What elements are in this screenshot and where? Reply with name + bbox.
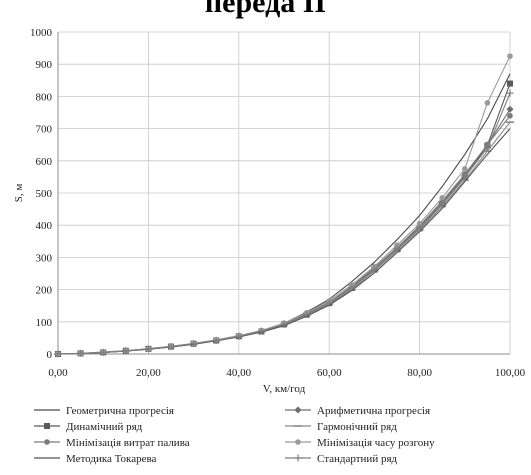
data-point — [506, 105, 514, 113]
data-point — [394, 242, 400, 248]
y-tick-label: 700 — [36, 124, 53, 136]
legend-label: Динамічний ряд — [66, 421, 143, 433]
data-point — [416, 220, 423, 227]
data-point — [325, 299, 333, 307]
data-point — [393, 245, 401, 253]
data-point — [122, 347, 130, 355]
legend-marker — [44, 439, 50, 445]
y-tick-label: 900 — [36, 59, 53, 71]
legend-marker — [294, 406, 302, 414]
legend-label: Мінімізація витрат палива — [66, 437, 190, 449]
x-tick-label: 80,00 — [407, 367, 432, 379]
data-point — [235, 332, 243, 340]
data-point — [461, 173, 469, 181]
data-point — [462, 166, 468, 172]
legend-label: Арифметична прогресія — [317, 405, 430, 417]
data-point — [416, 224, 424, 232]
y-tick-label: 800 — [36, 91, 53, 103]
data-point — [507, 80, 513, 87]
x-axis-label: V, км/год — [263, 383, 306, 395]
y-tick-label: 400 — [36, 220, 53, 232]
y-tick-label: 100 — [36, 317, 53, 329]
y-tick-label: 1000 — [30, 27, 53, 39]
y-tick-label: 0 — [47, 349, 53, 361]
data-point — [167, 343, 175, 351]
legend-entry: Мінімізація часу розгону — [285, 437, 435, 449]
data-point — [484, 100, 491, 106]
legend-entry: Гармонічний ряд — [285, 421, 397, 433]
legend-entry: Динамічний ряд — [34, 421, 143, 433]
legend-label: Геометрична прогресія — [66, 405, 174, 417]
data-point — [483, 144, 491, 152]
legend-marker — [44, 423, 50, 429]
grid-lines — [57, 31, 511, 355]
legend-marker — [294, 454, 302, 462]
y-axis-label: S, м — [13, 184, 25, 203]
data-point — [144, 345, 152, 353]
legend: Геометрична прогресія Арифметична прогрес… — [34, 405, 435, 465]
data-point — [54, 350, 62, 358]
data-point — [348, 284, 356, 292]
legend-label: Гармонічний ряд — [317, 421, 397, 433]
data-point — [280, 320, 288, 328]
x-tick-label: 0,00 — [48, 367, 68, 379]
legend-label: Методика Токарева — [66, 453, 157, 465]
data-point — [370, 266, 378, 274]
data-point — [507, 53, 513, 59]
data-point — [506, 89, 514, 97]
data-point — [303, 310, 311, 318]
data-point — [99, 348, 107, 356]
y-tick-label: 300 — [36, 252, 53, 264]
chart-title: переда ІІ — [204, 0, 327, 19]
legend-entry: Методика Токарева — [34, 453, 157, 465]
data-point — [257, 327, 265, 335]
legend-entry: Стандартний ряд — [285, 453, 398, 465]
x-tick-label: 60,00 — [317, 367, 342, 379]
axes — [57, 32, 510, 355]
data-point — [439, 195, 446, 201]
tick-labels: 0 100 200 300 400 500 600 700 800 900 1000 0,00 20,0… — [30, 27, 526, 379]
series-layer — [54, 53, 514, 358]
legend-entry: Геометрична прогресія — [34, 405, 174, 417]
x-tick-label: 100,00 — [495, 367, 526, 379]
legend-entry: Мінімізація витрат палива — [34, 437, 190, 449]
series-8 — [54, 89, 514, 358]
data-point — [77, 349, 85, 357]
data-point — [212, 336, 220, 344]
y-tick-label: 200 — [36, 285, 53, 297]
legend-marker — [295, 439, 301, 445]
y-tick-label: 600 — [36, 156, 53, 168]
legend-entry: Арифметична прогресія — [285, 405, 430, 417]
data-point — [190, 340, 198, 348]
x-tick-label: 40,00 — [226, 367, 251, 379]
y-tick-label: 500 — [36, 188, 53, 200]
data-point — [438, 199, 446, 207]
x-tick-label: 20,00 — [136, 367, 161, 379]
legend-label: Стандартний ряд — [317, 453, 398, 465]
data-point — [507, 112, 513, 119]
legend-label: Мінімізація часу розгону — [317, 437, 435, 449]
